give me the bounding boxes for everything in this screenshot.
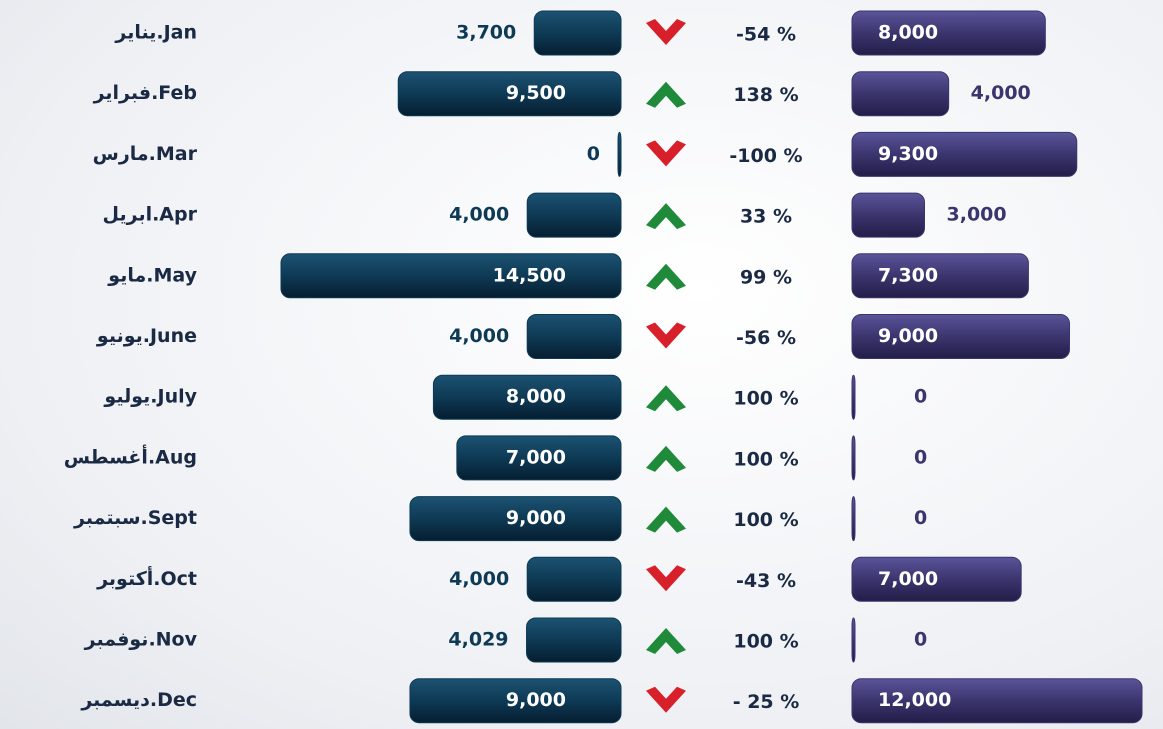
right-value-label: 0 — [914, 446, 927, 468]
left-value-label: 4,000 — [449, 568, 509, 590]
change-label: 100 % — [733, 448, 798, 470]
change-label: - 25 % — [733, 691, 800, 713]
left-bar — [526, 556, 622, 602]
right-value-label: 9,300 — [878, 143, 938, 165]
month-label: نوفمبر.Nov — [84, 629, 198, 651]
month-label: أغسطس.Aug — [64, 444, 197, 468]
change-label: -100 % — [729, 145, 802, 167]
left-bar — [526, 314, 622, 359]
month-label: مايو.May — [107, 264, 197, 286]
left-value-label: 8,000 — [506, 386, 566, 408]
change-label: -56 % — [736, 327, 796, 349]
month-label: ديسمبر.Dec — [80, 689, 197, 711]
left-bar — [397, 71, 622, 117]
right-bar — [851, 314, 1070, 359]
right-bar — [851, 678, 1143, 724]
right-value-label: 0 — [914, 386, 927, 408]
down-arrow — [646, 19, 686, 45]
right-value-label: 7,000 — [878, 568, 938, 590]
change-label: 33 % — [740, 206, 792, 228]
month-label: سبتمبر.Sept — [73, 507, 197, 529]
up-arrow — [646, 203, 686, 230]
right-bar — [851, 10, 1046, 56]
right-value-label: 8,000 — [878, 22, 938, 44]
up-arrow — [646, 81, 686, 108]
down-arrow — [646, 565, 686, 592]
change-label: -43 % — [736, 570, 796, 592]
left-bar — [456, 435, 622, 481]
left-value-label: 4,029 — [448, 629, 508, 651]
right-bar — [851, 253, 1029, 299]
month-label: يوليو.July — [103, 386, 197, 408]
up-arrow — [646, 385, 686, 412]
right-bar — [851, 435, 856, 481]
right-value-label: 12,000 — [878, 689, 951, 711]
up-arrow — [646, 506, 686, 533]
up-arrow — [646, 445, 686, 472]
right-value-label: 0 — [914, 507, 927, 529]
left-bar — [432, 374, 622, 420]
change-label: 100 % — [733, 631, 798, 653]
right-bar — [851, 374, 856, 420]
left-value-label: 3,700 — [456, 22, 516, 44]
change-label: 100 % — [733, 509, 798, 531]
month-label: يونيو.June — [96, 325, 197, 347]
left-value-label: 4,000 — [449, 325, 509, 347]
right-bar — [851, 496, 856, 542]
left-bar — [409, 496, 622, 542]
right-bar — [851, 556, 1022, 602]
left-value-label: 9,000 — [506, 507, 566, 529]
left-value-label: 4,000 — [449, 204, 509, 226]
left-value-label: 14,500 — [493, 264, 566, 286]
left-bar — [617, 131, 622, 177]
change-label: 99 % — [740, 266, 792, 288]
right-bar — [851, 617, 856, 663]
month-label: مارس.Mar — [93, 143, 198, 165]
left-bar — [533, 10, 622, 56]
down-arrow — [646, 686, 686, 713]
right-bar — [851, 71, 950, 117]
right-value-label: 3,000 — [947, 204, 1007, 226]
left-bar — [526, 617, 622, 663]
right-bar — [851, 131, 1078, 177]
change-label: 138 % — [733, 84, 798, 106]
right-value-label: 9,000 — [878, 325, 938, 347]
month-label: فبراير.Feb — [93, 82, 197, 104]
month-label: ابريل.Apr — [103, 204, 198, 226]
change-label: -54 % — [736, 24, 796, 46]
left-bar — [280, 253, 622, 299]
left-value-label: 0 — [587, 143, 600, 165]
up-arrow — [646, 263, 686, 290]
left-bar — [526, 192, 622, 238]
left-value-label: 7,000 — [506, 446, 566, 468]
right-value-label: 4,000 — [971, 82, 1031, 104]
change-label: 100 % — [733, 388, 798, 410]
left-value-label: 9,500 — [506, 82, 566, 104]
left-bar — [409, 678, 622, 724]
right-bar — [851, 192, 925, 238]
down-arrow — [646, 140, 686, 167]
right-value-label: 7,300 — [878, 264, 938, 286]
right-value-label: 0 — [914, 629, 927, 651]
month-label: أكتوبر.Oct — [96, 566, 197, 590]
month-label: يناير.Jan — [114, 22, 197, 44]
up-arrow — [646, 628, 686, 654]
left-value-label: 9,000 — [506, 689, 566, 711]
down-arrow — [646, 322, 686, 349]
